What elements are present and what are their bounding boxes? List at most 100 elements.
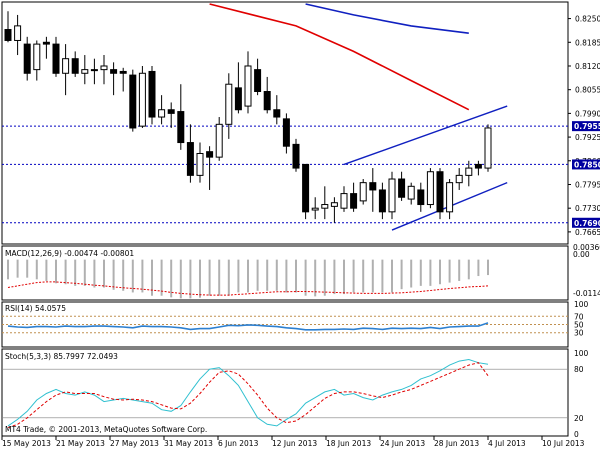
candle: [129, 69, 137, 132]
candle-body: [446, 182, 454, 213]
candle: [52, 36, 60, 77]
candle-body: [369, 182, 377, 191]
candle: [474, 160, 482, 176]
candle: [244, 51, 252, 114]
price-tick-label: 0.7795: [575, 180, 600, 189]
macd-tick-label: 0.00: [573, 250, 590, 259]
candle: [330, 197, 338, 223]
candle: [350, 182, 358, 212]
candle-body: [90, 69, 98, 72]
candle-body: [273, 109, 281, 118]
candle-body: [378, 189, 386, 213]
candle-body: [263, 91, 271, 111]
candle: [321, 186, 329, 220]
level-label-bg: [572, 121, 600, 132]
candle-body: [436, 171, 444, 213]
candle-body: [167, 109, 175, 114]
candle-body: [302, 163, 310, 213]
rsi-line: [7, 322, 489, 331]
candle-body: [42, 41, 50, 45]
candle-body: [292, 143, 300, 169]
moving-averages: [209, 3, 470, 111]
macd-y-axis: 0.003600.00 -0.01145: [573, 243, 600, 298]
channel-line: [343, 105, 508, 166]
candle-body: [311, 207, 319, 211]
candle: [71, 51, 79, 77]
candle-body: [158, 109, 166, 118]
candle-body: [4, 29, 12, 41]
candle-body: [455, 174, 463, 184]
candle: [388, 171, 396, 220]
stoch-signal-line: [7, 362, 489, 428]
macd-title: MACD(12,26,9) -0.00474 -0.00801: [5, 249, 134, 258]
candle: [206, 146, 214, 190]
candle-body: [282, 118, 290, 147]
price-tick-label: 0.8120: [575, 62, 600, 71]
candle: [23, 36, 31, 81]
candle: [215, 117, 223, 161]
candle: [4, 11, 12, 43]
stoch-tick-label: 100: [574, 349, 589, 358]
stoch-tick-label: 0: [574, 430, 579, 439]
candle-body: [465, 167, 473, 176]
candle: [426, 168, 434, 209]
candle: [446, 179, 454, 220]
candle: [311, 197, 319, 220]
x-tick-label: 18 Jun 2013: [326, 439, 371, 448]
candle-body: [23, 43, 31, 74]
candle: [407, 182, 415, 205]
candle: [62, 44, 70, 96]
candle-body: [474, 163, 482, 169]
candle: [167, 102, 175, 128]
candle: [234, 62, 242, 114]
candle: [33, 40, 41, 81]
candle-body: [33, 43, 41, 71]
candle: [225, 73, 233, 139]
candle: [90, 58, 98, 85]
candle-body: [138, 72, 146, 127]
candle-body: [234, 87, 242, 111]
candle: [158, 95, 166, 125]
macd-tick-label: -0.01145: [573, 289, 600, 298]
level-label-bg: [572, 159, 600, 170]
candle: [282, 113, 290, 154]
level-label-bg: [572, 217, 600, 228]
moving-average-line: [305, 3, 469, 34]
price-tick-label: 0.8250: [575, 15, 600, 24]
level-label: 0.7955: [572, 121, 600, 132]
price-tick-label: 0.8055: [575, 86, 600, 95]
candle-body: [71, 58, 79, 74]
moving-average-line: [209, 3, 470, 111]
price-tick-label: 0.7665: [575, 228, 600, 237]
candle-body: [484, 127, 492, 169]
candle-body: [225, 83, 233, 125]
rsi-tick-label: 100: [574, 300, 589, 309]
candle: [138, 65, 146, 128]
candle-body: [340, 193, 348, 209]
price-tick-label: 0.7730: [575, 204, 600, 213]
level-label: 0.7690: [572, 217, 600, 228]
stoch-title: Stoch(5,3,3) 85.7997 72.0493: [5, 352, 118, 361]
x-tick-label: 31 May 2013: [164, 439, 213, 448]
candle-body: [196, 152, 204, 176]
price-panel: 0.8250 0.8185 0.8120 0.8055 0.7990 0.7925 0.78…: [1, 1, 600, 245]
candle-body: [186, 142, 194, 176]
stoch-levels: [2, 368, 568, 419]
candle: [110, 62, 118, 96]
candle: [465, 160, 473, 187]
candle: [369, 168, 377, 212]
candle-body: [244, 65, 252, 107]
copyright-text: MT4 Trade, © 2001-2013, MetaQuotes Softw…: [5, 425, 207, 434]
candle: [263, 76, 271, 114]
rsi-title: RSI(14) 54.0575: [5, 304, 66, 313]
candle: [398, 171, 406, 201]
candle-body: [426, 171, 434, 206]
candle: [186, 124, 194, 183]
x-tick-label: 28 Jun 2013: [434, 439, 479, 448]
candle: [378, 182, 386, 220]
